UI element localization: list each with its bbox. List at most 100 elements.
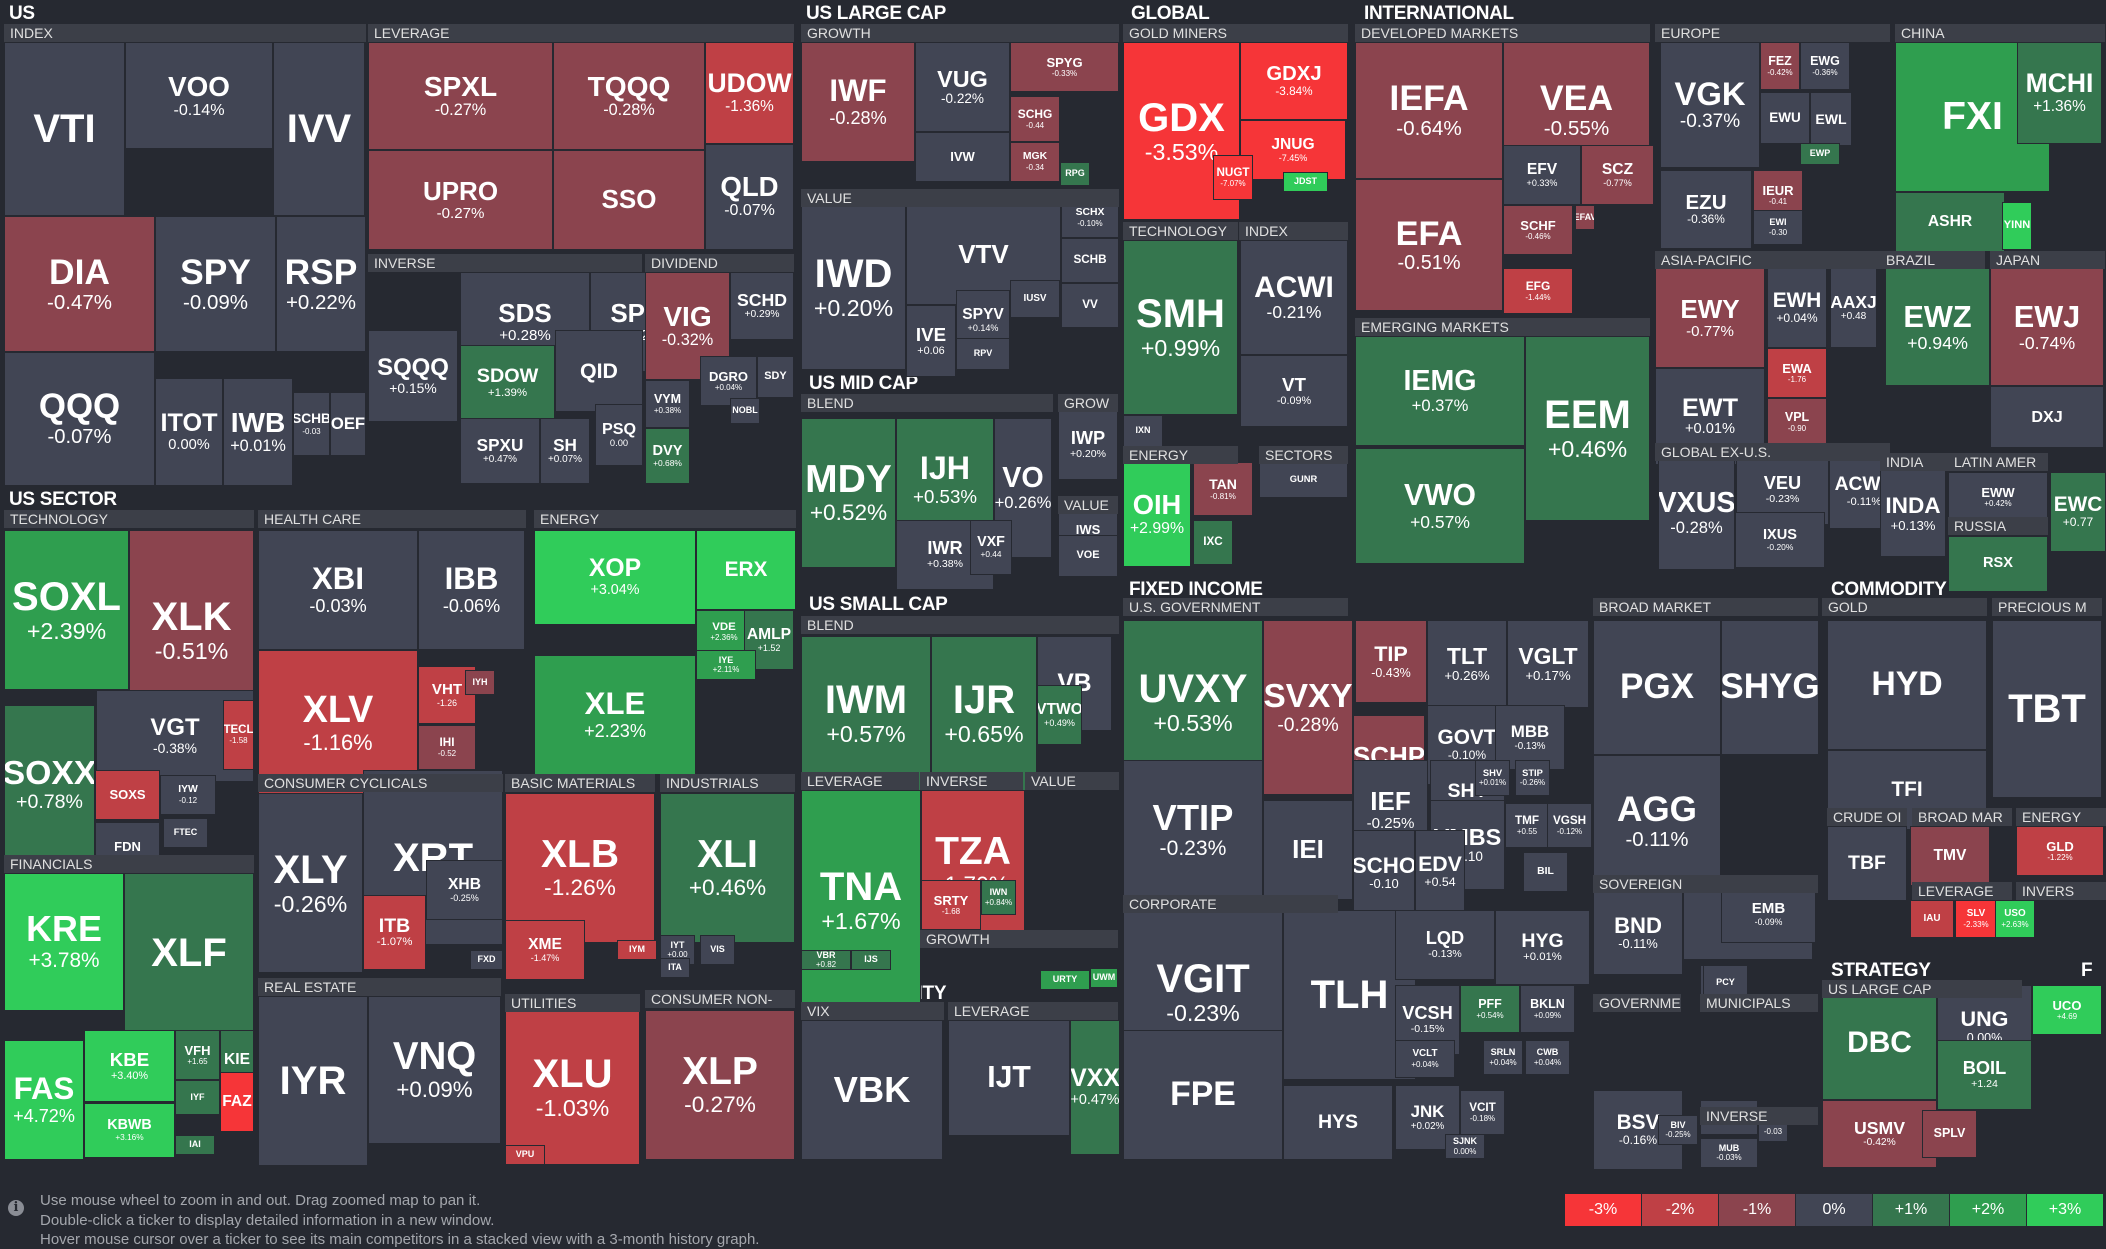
ticker-tile-dvy[interactable]: DVY +0.68% <box>645 428 690 484</box>
ticker-tile-hyd[interactable]: HYD <box>1827 620 1987 750</box>
ticker-tile-sdy[interactable]: SDY <box>757 356 794 398</box>
ticker-tile-iwm[interactable]: IWM +0.57% <box>801 636 931 791</box>
ticker-tile-qld[interactable]: QLD -0.07% <box>705 144 794 250</box>
ticker-tile-vcit[interactable]: VCIT -0.18% <box>1460 1090 1505 1135</box>
ticker-tile-vgsh[interactable]: VGSH -0.12% <box>1547 803 1592 848</box>
ticker-tile-smh[interactable]: SMH +0.99% <box>1123 240 1238 415</box>
ticker-tile-ftec[interactable]: FTEC <box>163 818 208 848</box>
ticker-tile-dbc[interactable]: DBC <box>1822 985 1937 1100</box>
ticker-tile-ewp[interactable]: EWP <box>1800 143 1840 165</box>
ticker-tile-ibb[interactable]: IBB -0.06% <box>418 530 525 650</box>
ticker-tile-ewc[interactable]: EWC +0.77 <box>2050 472 2106 552</box>
ticker-tile-gunr[interactable]: GUNR <box>1259 462 1348 498</box>
ticker-tile-vym[interactable]: VYM +0.38% <box>645 380 690 428</box>
ticker-tile-kbwb[interactable]: KBWB +3.16% <box>84 1103 175 1158</box>
ticker-tile-emb[interactable]: EMB -0.09% <box>1721 885 1816 943</box>
ticker-tile-eww[interactable]: EWW +0.42% <box>1948 472 2048 522</box>
ticker-tile-tna[interactable]: TNA +1.67% <box>801 790 921 1010</box>
ticker-tile-itb[interactable]: ITB -1.07% <box>363 895 426 970</box>
ticker-tile-ezu[interactable]: EZU -0.36% <box>1660 170 1752 249</box>
ticker-tile-jnug[interactable]: JNUG -7.45% <box>1240 120 1346 180</box>
ticker-tile-xhb[interactable]: XHB -0.25% <box>426 860 503 920</box>
ticker-tile-rpg[interactable]: RPG <box>1060 162 1090 186</box>
ticker-tile-eem[interactable]: EEM +0.46% <box>1525 336 1650 521</box>
ticker-tile-vnq[interactable]: VNQ +0.09% <box>368 996 501 1144</box>
ticker-tile-stip[interactable]: STIP -0.26% <box>1515 760 1550 796</box>
ticker-tile-tip[interactable]: TIP -0.43% <box>1355 620 1427 703</box>
ticker-tile-vpu[interactable]: VPU <box>505 1145 545 1165</box>
ticker-tile-ewj[interactable]: EWJ -0.74% <box>1990 268 2104 386</box>
ticker-tile-schg[interactable]: SCHG -0.44 <box>1010 96 1060 142</box>
ticker-tile-vfh[interactable]: VFH +1.65 <box>175 1030 220 1080</box>
ticker-tile-xlp[interactable]: XLP -0.27% <box>645 1010 795 1160</box>
ticker-tile-vtip[interactable]: VTIP -0.23% <box>1123 760 1263 900</box>
ticker-tile-xly[interactable]: XLY -0.26% <box>258 793 363 973</box>
ticker-tile-ewz[interactable]: EWZ +0.94% <box>1885 268 1990 386</box>
ticker-tile-ewu[interactable]: EWU <box>1760 92 1810 144</box>
ticker-tile-ewl[interactable]: EWL <box>1810 92 1852 146</box>
ticker-tile-vpl[interactable]: VPL -0.90 <box>1767 398 1827 446</box>
ticker-tile-agg[interactable]: AGG -0.11% <box>1593 755 1721 890</box>
ticker-tile-iwp[interactable]: IWP +0.20% <box>1058 410 1118 480</box>
ticker-tile-jdst[interactable]: JDST <box>1283 172 1328 192</box>
ticker-tile-scho[interactable]: SCHO -0.10 <box>1353 830 1415 916</box>
ticker-tile-pgx[interactable]: PGX <box>1593 620 1721 755</box>
ticker-tile-voe[interactable]: VOE <box>1058 535 1118 577</box>
ticker-tile-srln[interactable]: SRLN +0.04% <box>1483 1040 1523 1075</box>
ticker-tile-iefa[interactable]: IEFA -0.64% <box>1355 42 1503 179</box>
ticker-tile-vxf[interactable]: VXF +0.44 <box>970 520 1012 575</box>
ticker-tile-edv[interactable]: EDV +0.54 <box>1415 830 1465 912</box>
ticker-tile-iai[interactable]: IAI <box>175 1135 215 1155</box>
ticker-tile-xle[interactable]: XLE +2.23% <box>534 655 696 775</box>
ticker-tile-urty[interactable]: URTY <box>1040 970 1090 990</box>
ticker-tile-vti[interactable]: VTI <box>4 42 125 216</box>
ticker-tile-tmf[interactable]: TMF +0.55 <box>1505 803 1549 848</box>
ticker-tile-fxd[interactable]: FXD <box>470 950 503 970</box>
ticker-tile-vclt[interactable]: VCLT +0.04% <box>1395 1040 1455 1078</box>
ticker-tile-vgk[interactable]: VGK -0.37% <box>1660 42 1760 168</box>
ticker-tile-iyf[interactable]: IYF <box>175 1080 220 1115</box>
ticker-tile-hyg[interactable]: HYG +0.01% <box>1495 910 1590 985</box>
ticker-tile-ewy[interactable]: EWY -0.77% <box>1655 268 1765 368</box>
ticker-tile-xlb[interactable]: XLB -1.26% <box>505 793 655 943</box>
ticker-tile-tmv[interactable]: TMV <box>1910 826 1990 886</box>
ticker-tile-iye[interactable]: IYE +2.11% <box>696 650 756 680</box>
ticker-tile-dgro[interactable]: DGRO +0.04% <box>700 356 757 406</box>
ticker-tile-xlf[interactable]: XLF <box>124 873 254 1033</box>
ticker-tile-sjnk[interactable]: SJNK 0.00% <box>1445 1134 1485 1159</box>
ticker-tile-iemg[interactable]: IEMG +0.37% <box>1355 336 1525 446</box>
ticker-tile-boil[interactable]: BOIL +1.24 <box>1937 1040 2032 1110</box>
ticker-tile-soxs[interactable]: SOXS <box>95 770 160 820</box>
ticker-tile-mdy[interactable]: MDY +0.52% <box>801 418 896 568</box>
ticker-tile-xlv[interactable]: XLV -1.16% <box>258 650 418 795</box>
ticker-tile-oih[interactable]: OIH +2.99% <box>1123 462 1191 567</box>
ticker-tile-vv[interactable]: VV <box>1061 283 1119 328</box>
ticker-tile-spy[interactable]: SPY -0.09% <box>155 216 276 352</box>
ticker-tile-lqd[interactable]: LQD -0.13% <box>1395 910 1495 980</box>
ticker-tile-qid[interactable]: QID <box>555 330 643 412</box>
ticker-tile-uwm[interactable]: UWM <box>1090 968 1118 988</box>
ticker-tile-mchi[interactable]: MCHI +1.36% <box>2017 42 2102 144</box>
ticker-tile-vwo[interactable]: VWO +0.57% <box>1355 448 1525 564</box>
ticker-tile-shyg[interactable]: SHYG <box>1721 620 1819 755</box>
ticker-tile-mbb[interactable]: MBB -0.13% <box>1495 705 1565 770</box>
ticker-tile-splv[interactable]: SPLV <box>1922 1110 1977 1158</box>
ticker-tile-tan[interactable]: TAN -0.81% <box>1193 462 1253 516</box>
ticker-tile-efav[interactable]: EFAV <box>1575 205 1595 230</box>
ticker-tile-efv[interactable]: EFV +0.33% <box>1503 145 1581 205</box>
ticker-tile-biv[interactable]: BIV -0.25% <box>1658 1115 1698 1145</box>
ticker-tile-itot[interactable]: ITOT 0.00% <box>155 378 223 486</box>
ticker-tile-ewg[interactable]: EWG -0.36% <box>1800 42 1850 90</box>
ticker-tile-ijs[interactable]: IJS <box>851 950 891 970</box>
ticker-tile-gdxj[interactable]: GDXJ -3.84% <box>1240 42 1348 120</box>
ticker-tile-efg[interactable]: EFG -1.44% <box>1503 268 1573 314</box>
ticker-tile-hys[interactable]: HYS <box>1283 1085 1393 1160</box>
ticker-tile-iei[interactable]: IEI <box>1263 800 1353 900</box>
ticker-tile-vglt[interactable]: VGLT +0.17% <box>1507 620 1589 708</box>
ticker-tile-xli[interactable]: XLI +0.46% <box>660 793 795 943</box>
ticker-tile-acwi[interactable]: ACWI -0.21% <box>1240 240 1348 355</box>
ticker-tile-tecl[interactable]: TECL -1.58 <box>223 700 254 770</box>
ticker-tile-ijt[interactable]: IJT <box>948 1020 1070 1136</box>
ticker-tile-iym[interactable]: IYM <box>617 940 657 960</box>
ticker-tile-schb[interactable]: SCHB -0.03 <box>293 392 330 456</box>
